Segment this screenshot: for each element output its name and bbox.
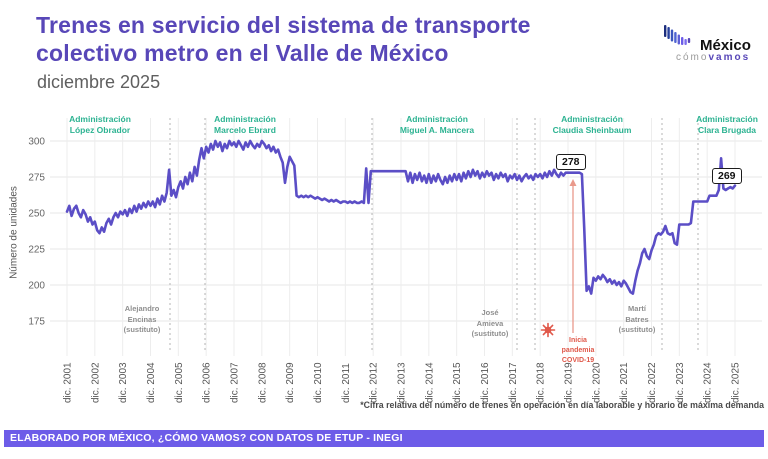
administration-label: Administración Marcelo Ebrard [180,114,310,137]
logo-tagline-bold: vamos [708,52,751,63]
y-tick-label: 225 [28,245,45,256]
substitute-label-line: Amieva [476,318,504,328]
x-tick-label: dic. 2015 [452,362,463,403]
substitute-label-line: Alejandro [124,304,160,313]
substitute-label: José Amieva (sustituto) [445,308,535,340]
x-tick-label: dic. 2004 [146,362,157,403]
logo-brand-text: México [700,37,751,54]
substitute-label-line: Martí [628,304,646,313]
page-title: Trenes en servicio del sistema de transp… [36,12,531,67]
footer-text: ELABORADO POR MÉXICO, ¿CÓMO VAMOS? CON D… [10,432,403,444]
x-tick-label: dic. 2013 [397,362,408,403]
value-callout: 269 [712,168,742,184]
x-tick-label: dic. 2017 [508,362,519,403]
administration-label-line2: Marcelo Ebrard [214,125,276,136]
administration-label-line1: Administración [69,114,131,124]
covid-annotation-line: pandemia [561,347,595,355]
x-tick-label: dic. 2025 [731,362,742,403]
x-tick-label: dic. 2003 [118,362,129,403]
x-tick-label: dic. 2018 [536,362,547,403]
y-tick-label: 300 [28,137,45,148]
covid-annotation-line: Inicia [569,337,587,344]
page-subtitle: diciembre 2025 [37,72,161,92]
substitute-label-line: (sustituto) [123,325,161,334]
logo-bars-icon [664,25,691,45]
x-tick-label: dic. 2022 [647,362,658,403]
administration-label-line1: Administración [696,114,758,124]
x-tick-label: dic. 2007 [230,362,241,403]
administration-label: Administración López Obrador [35,114,165,137]
x-tick-label: dic. 2021 [619,362,630,403]
substitute-label-line: José [481,308,499,317]
x-tick-label: dic. 2008 [257,362,268,403]
x-tick-label: dic. 2002 [90,362,101,403]
x-tick-label: dic. 2009 [285,362,296,403]
substitute-label-line: (sustituto) [471,329,509,338]
x-tick-label: dic. 2023 [675,362,686,403]
administration-label: Administración Miguel A. Mancera [372,114,502,137]
y-axis-title: Número de unidades [8,186,20,279]
administration-label-line2: Clara Brugada [697,125,757,136]
x-tick-label: dic. 2016 [480,362,491,403]
x-tick-label: dic. 2019 [564,362,575,403]
x-tick-label: dic. 2010 [313,362,324,403]
administration-label-line1: Administración [214,114,276,124]
substitute-label: Martí Batres (sustituto) [592,304,682,336]
y-tick-label: 175 [28,317,45,328]
administration-label-line2: Miguel A. Mancera [399,125,475,136]
substitute-label-line: Encinas [127,314,157,324]
y-tick-label: 275 [28,173,45,184]
x-tick-label: dic. 2011 [341,363,352,403]
administration-label-line2: Claudia Sheinbaum [552,125,632,136]
covid-arrow-head [569,179,577,186]
x-tick-label: dic. 2024 [703,362,714,403]
administration-label-line1: Administración [406,114,468,124]
administration-label: Administración Clara Brugada [662,114,768,137]
x-tick-label: dic. 2014 [424,362,435,403]
covid-annotation-line: COVID-19 [561,357,595,365]
logo-tagline: cómovamos [676,52,764,63]
x-tick-label: dic. 2005 [174,362,185,403]
administration-label-line2: López Obrador [69,125,131,136]
y-tick-label: 200 [28,281,45,292]
page-title-line1: Trenes en servicio del sistema de transp… [36,12,531,38]
x-tick-label: dic. 2001 [63,362,74,403]
page-title-line2: colectivo metro en el Valle de México [36,39,449,66]
x-tick-label: dic. 2020 [591,362,602,403]
x-tick-label: dic. 2012 [369,362,380,403]
substitute-label-line: (sustituto) [618,325,656,334]
brand-logo: México cómovamos [664,24,764,63]
substitute-label-line: Batres [625,314,649,324]
substitute-label: Alejandro Encinas (sustituto) [97,304,187,336]
value-callout: 278 [556,154,586,170]
series-line [65,139,737,295]
virus-icon [540,322,556,338]
administration-label-line1: Administración [561,114,623,124]
x-tick-label: dic. 2006 [202,362,213,403]
administration-label: Administración Claudia Sheinbaum [527,114,657,137]
footer-bar: ELABORADO POR MÉXICO, ¿CÓMO VAMOS? CON D… [4,430,764,447]
chart-footnote: *Cifra relativa del número de trenes en … [360,400,764,410]
y-tick-label: 250 [28,209,45,220]
logo-tagline-muted: cómo [676,52,709,63]
covid-annotation-text: Inicia pandemia COVID-19 [546,336,610,366]
